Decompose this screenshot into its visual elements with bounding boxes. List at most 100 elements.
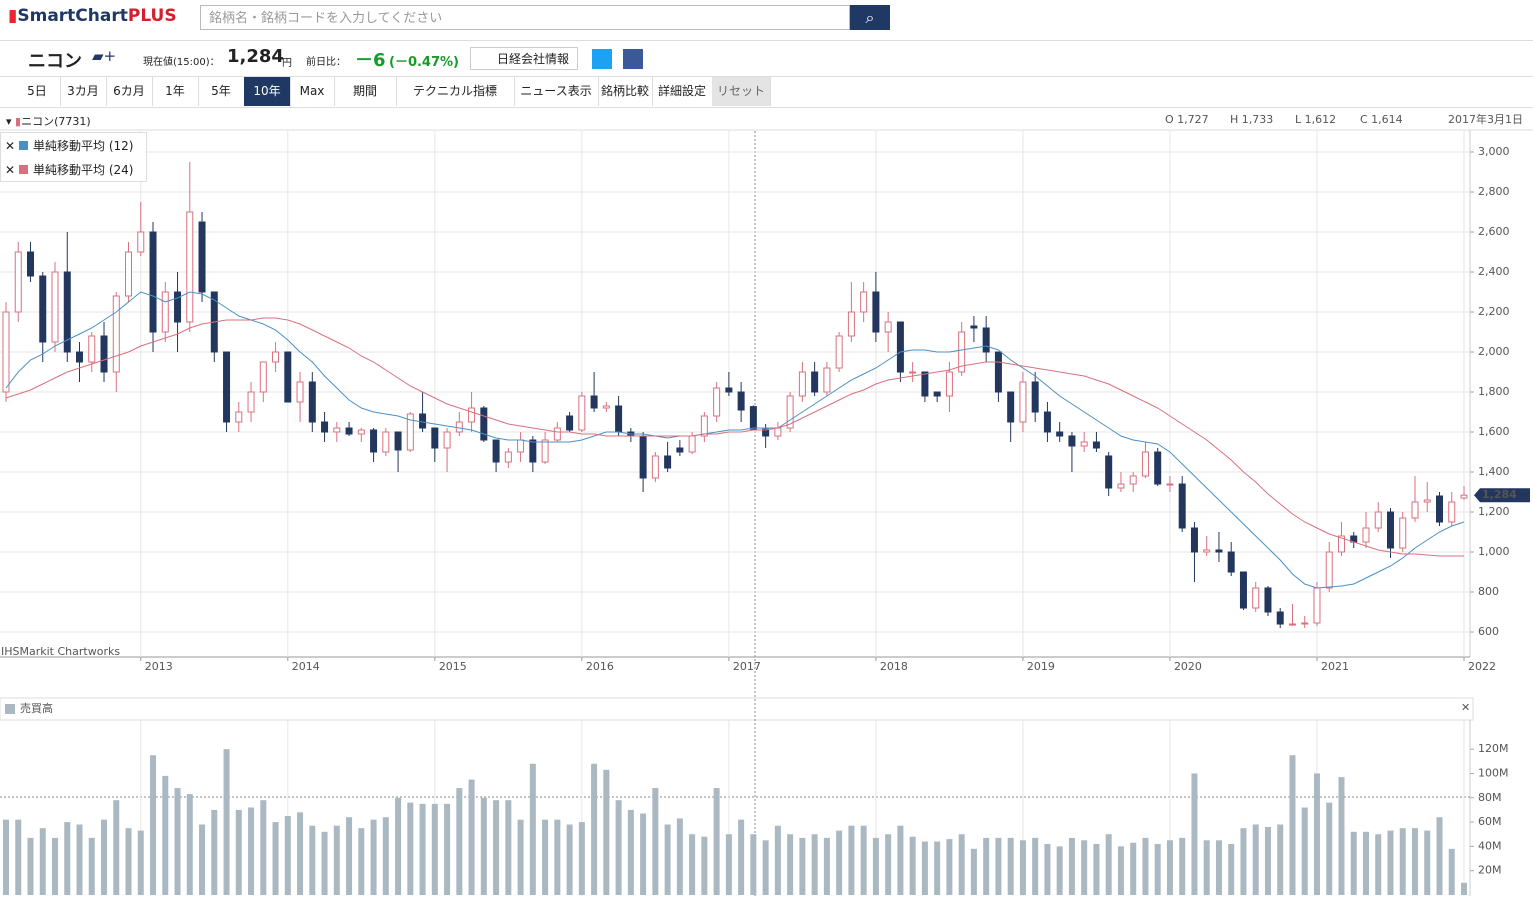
volume-bar — [468, 779, 475, 895]
nikkei-button[interactable]: 日経会社情報 — [470, 47, 578, 70]
candle-body — [149, 231, 157, 333]
volume-bar — [872, 837, 879, 895]
candle-body — [406, 413, 414, 451]
y-tick-label: 1,600 — [1478, 425, 1510, 438]
legend-close: ✕ — [5, 163, 16, 177]
volume-bar — [1191, 773, 1198, 895]
legend-label: 単純移動平均 (24) — [33, 163, 134, 177]
toolbar-button[interactable]: リセット — [712, 77, 771, 106]
candle-body — [639, 435, 647, 479]
volume-bar — [542, 819, 549, 895]
toolbar-button[interactable]: 期間 — [334, 77, 397, 106]
legend-item[interactable]: ✕ 単純移動平均 (12) — [5, 137, 133, 154]
y-tick-label: 600 — [1478, 625, 1499, 638]
twitter-button[interactable] — [592, 49, 612, 69]
candle-body — [1313, 587, 1321, 624]
candle-body — [872, 291, 880, 333]
candle-body — [860, 291, 868, 313]
toolbar-button[interactable]: 3カ月 — [60, 77, 107, 106]
candle-body — [1362, 527, 1370, 543]
candle-body — [14, 251, 22, 313]
volume-bar — [1228, 843, 1235, 895]
toolbar-button[interactable]: 1年 — [152, 77, 199, 106]
candle-body — [1019, 381, 1027, 423]
legend: ✕ 単純移動平均 (12) ✕ 単純移動平均 (24) — [0, 132, 147, 182]
x-tick-label: 2020 — [1174, 660, 1202, 673]
ma-line — [5, 317, 1464, 557]
candle-body — [749, 406, 757, 430]
volume-bar — [1338, 777, 1345, 895]
toolbar-button[interactable]: Max — [290, 77, 335, 106]
volume-bar — [480, 797, 487, 895]
candle-body — [1007, 391, 1015, 423]
candle-body — [1043, 411, 1051, 433]
candle-body — [112, 295, 120, 373]
toolbar-button[interactable]: 5日 — [14, 77, 61, 106]
facebook-button[interactable] — [623, 49, 643, 69]
volume-bar — [52, 837, 59, 895]
candle-body — [529, 439, 537, 463]
candle-body — [1386, 511, 1394, 549]
volume-bar — [407, 802, 414, 895]
ma-line — [5, 291, 1465, 589]
volume-bar — [934, 841, 941, 895]
y-tick-label: 60M — [1478, 815, 1502, 828]
candle-body — [357, 429, 365, 435]
y-tick-label: 2,000 — [1478, 345, 1510, 358]
volume-bar — [370, 819, 377, 895]
toolbar-button[interactable]: テクニカル指標 — [396, 77, 515, 106]
candle-body — [590, 395, 598, 409]
candle-body — [321, 421, 329, 433]
volume-bar — [603, 769, 610, 895]
close-button[interactable]: ✕ — [1461, 701, 1470, 714]
logo[interactable]: ▮SmartChartPLUS — [8, 6, 177, 26]
favorite-icon[interactable]: ▰+ — [92, 47, 117, 65]
volume-bar — [958, 834, 965, 895]
volume-bar — [1105, 834, 1112, 895]
volume-bar — [321, 831, 328, 895]
volume-bar — [1203, 840, 1210, 895]
y-tick-label: 2,800 — [1478, 185, 1510, 198]
candle-body — [480, 407, 488, 441]
volume-bar — [1056, 846, 1063, 895]
volume-bar — [1093, 843, 1100, 895]
toolbar-button[interactable]: 6カ月 — [106, 77, 153, 106]
y-tick-label: 2,200 — [1478, 305, 1510, 318]
volume-bar — [431, 803, 438, 895]
volume-bar — [1264, 826, 1271, 895]
volume-bar — [1252, 824, 1259, 895]
volume-bar — [88, 837, 95, 895]
volume-bar — [1154, 843, 1161, 895]
volume-bar — [346, 817, 353, 895]
volume-bar — [1215, 840, 1222, 895]
candle-body — [737, 391, 745, 411]
toolbar-button[interactable]: ニュース表示 — [514, 77, 599, 106]
volume-bar — [444, 803, 451, 895]
volume-bar — [1375, 834, 1382, 895]
candle-body — [1411, 501, 1419, 519]
candle-body — [259, 361, 267, 393]
volume-bar — [627, 809, 634, 895]
volume-bar — [15, 819, 22, 895]
volume-bar — [1130, 842, 1137, 895]
search-input[interactable]: 銘柄名・銘柄コードを入力してください — [200, 5, 850, 30]
divider — [0, 107, 1533, 108]
toolbar-button[interactable]: 10年 — [244, 77, 291, 106]
symbol-label[interactable]: ▾ ▮ニコン(7731) — [6, 115, 91, 128]
candle-body — [1154, 451, 1162, 485]
toolbar-button[interactable]: 銘柄比較 — [598, 77, 653, 106]
x-tick-label: 2021 — [1321, 660, 1349, 673]
current-price-tag — [1474, 488, 1530, 503]
search-button[interactable]: ⌕ — [850, 5, 890, 30]
volume-bar — [578, 822, 585, 895]
volume-bar — [235, 809, 242, 895]
volume-bar — [27, 837, 34, 895]
volume-bar — [1399, 828, 1406, 895]
volume-bar — [787, 834, 794, 895]
candle-body — [223, 351, 231, 423]
y-tick-label: 80M — [1478, 791, 1502, 804]
volume-bar — [689, 834, 696, 895]
candle-body — [798, 371, 806, 397]
candle-body — [419, 413, 427, 429]
legend-item[interactable]: ✕ 単純移動平均 (24) — [5, 161, 133, 178]
